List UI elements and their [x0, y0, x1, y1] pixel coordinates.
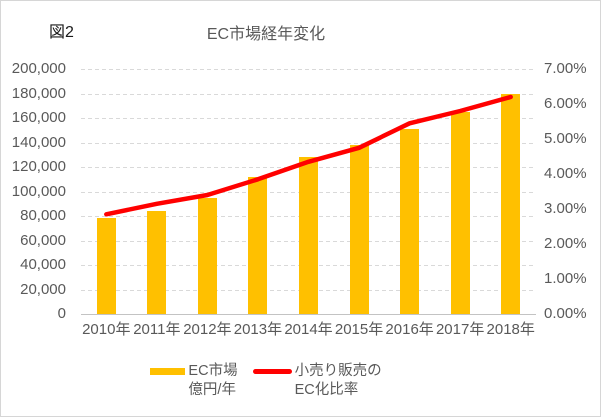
- line-series: [104, 94, 513, 217]
- x-axis-line: [81, 314, 536, 315]
- x-axis-tick-label: 2018年: [486, 321, 535, 338]
- y-axis-right-tick-label: 5.00%: [544, 130, 587, 147]
- figure-label: 図2: [49, 24, 74, 41]
- ec-ratio-line: [104, 94, 513, 217]
- y-axis-right-tick-label: 7.00%: [544, 60, 587, 77]
- x-axis-tick-label: 2011年: [133, 321, 181, 338]
- bar-2015年: [349, 144, 369, 314]
- legend-item-ec-ratio: 小売り販売の EC化比率: [252, 362, 382, 400]
- y-axis-tick-label: 60,000: [20, 231, 66, 249]
- y-axis-tick-label: 200,000: [11, 60, 66, 77]
- line-swatch-icon: [252, 369, 292, 374]
- y-axis-right-tick-label: 4.00%: [544, 165, 587, 182]
- y-axis-right-tick-label: 3.00%: [544, 200, 587, 217]
- y-axis-tick-label: 0: [57, 305, 66, 322]
- gridline: [81, 93, 536, 95]
- x-axis-tick-label: 2014年: [284, 321, 333, 338]
- x-axis-tick-label: 2017年: [435, 321, 485, 338]
- gridline: [81, 142, 536, 144]
- bar-swatch-icon: [150, 368, 186, 375]
- bar-2011年: [147, 210, 167, 314]
- y-axis-tick-label: 160,000: [11, 109, 66, 126]
- y-axis-tick-label: 140,000: [11, 133, 66, 151]
- legend: EC市場 億円/年 小売り販売の EC化比率: [1, 362, 531, 400]
- bar-2017年: [450, 111, 470, 314]
- y-axis-tick-label: 120,000: [11, 158, 66, 175]
- y-axis-tick-label: 80,000: [20, 207, 66, 224]
- chart-title: EC市場経年変化: [206, 26, 326, 43]
- y-axis-tick-label: 100,000: [11, 182, 66, 200]
- legend-label-line2: EC化比率: [294, 382, 359, 398]
- x-axis-tick-label: 2012年: [183, 321, 232, 338]
- x-axis-tick-label: 2013年: [233, 321, 283, 338]
- y-axis-tick-label: 180,000: [11, 84, 66, 102]
- bar-2014年: [299, 157, 318, 314]
- legend-label-line2: 億円/年: [188, 382, 236, 398]
- x-axis-tick-label: 2010年: [82, 321, 131, 338]
- y-axis-right-tick-label: 1.00%: [544, 270, 587, 287]
- bar-2013年: [248, 177, 268, 314]
- y-axis-right-tick-label: 0.00%: [544, 305, 587, 322]
- y-axis-right-tick-label: 2.00%: [544, 235, 587, 252]
- legend-label-line1: 小売り販売の: [294, 363, 382, 379]
- gridline: [81, 69, 536, 70]
- plot-area: [81, 69, 536, 315]
- y-axis-tick-label: 20,000: [20, 280, 66, 298]
- x-axis-tick-label: 2016年: [385, 321, 434, 338]
- y-axis-right-tick-label: 6.00%: [544, 95, 587, 112]
- bar-2010年: [96, 218, 116, 314]
- legend-label-ec-market: EC市場 億円/年: [188, 362, 237, 400]
- y-axis-tick-label: 40,000: [20, 256, 66, 273]
- legend-label-line1: EC市場: [188, 363, 238, 379]
- bar-2016年: [400, 129, 420, 314]
- legend-item-ec-market: EC市場 億円/年: [150, 362, 238, 400]
- x-axis-tick-label: 2015年: [334, 321, 384, 338]
- gridline: [81, 118, 536, 119]
- bar-2018年: [501, 93, 521, 314]
- legend-label-ec-ratio: 小売り販売の EC化比率: [295, 362, 382, 400]
- bar-2012年: [197, 197, 217, 314]
